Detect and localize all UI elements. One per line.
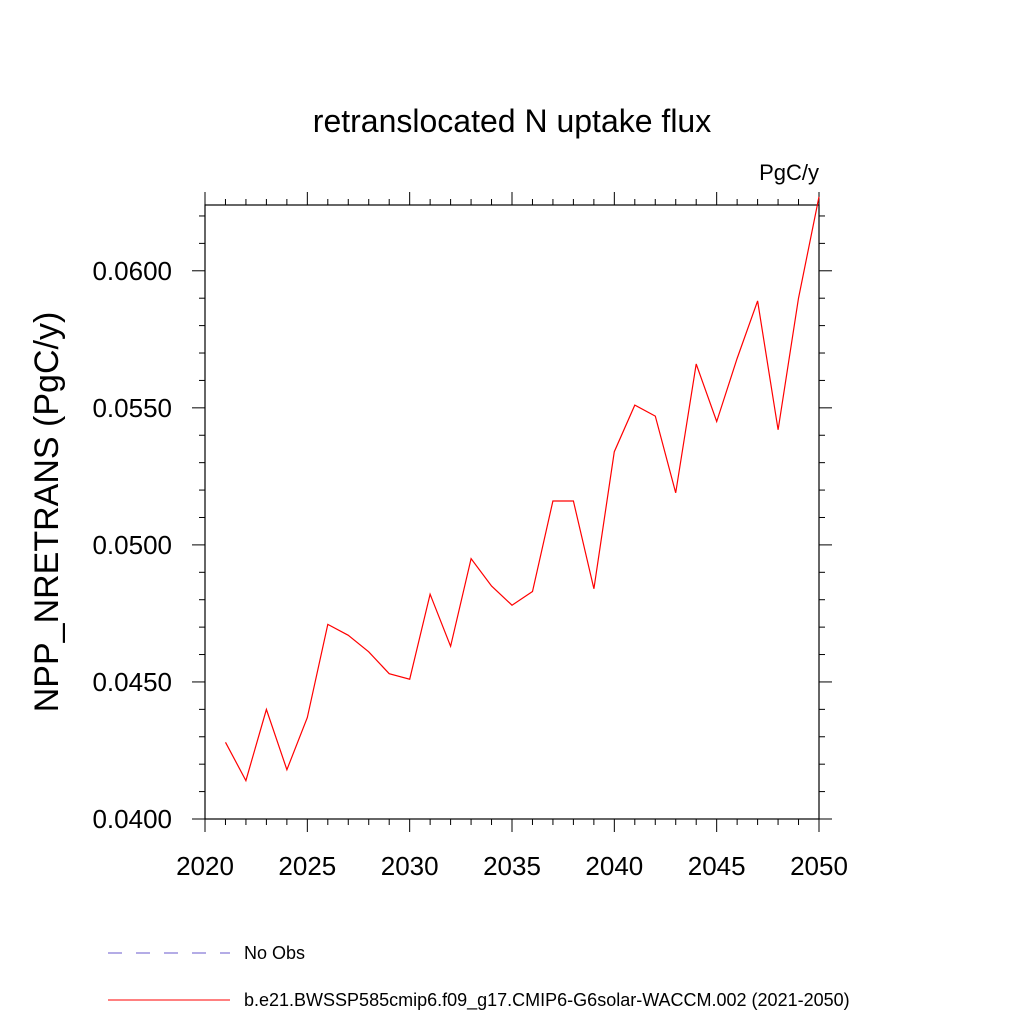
x-tick-label: 2020 bbox=[176, 851, 234, 881]
plot-frame bbox=[204, 204, 820, 820]
x-tick-label: 2025 bbox=[278, 851, 336, 881]
y-tick-label: 0.0500 bbox=[92, 530, 172, 560]
x-tick-label: 2050 bbox=[790, 851, 848, 881]
legend-label: No Obs bbox=[244, 943, 305, 963]
y-tick-label: 0.0550 bbox=[92, 393, 172, 423]
series-layer bbox=[224, 196, 820, 783]
y-tick-label: 0.0450 bbox=[92, 667, 172, 697]
axis-tick-labels: 2020 2025 2030 2035 2040 2045 2050 0.0400 0.0450… bbox=[92, 256, 847, 881]
x-tick-label: 2030 bbox=[381, 851, 439, 881]
x-tick-label: 2045 bbox=[688, 851, 746, 881]
chart-title: retranslocated N uptake flux bbox=[313, 103, 711, 139]
legend-label: b.e21.BWSSP585cmip6.f09_g17.CMIP6-G6sola… bbox=[244, 990, 850, 1011]
y-tick-label: 0.0600 bbox=[92, 256, 172, 286]
axis-ticks bbox=[192, 192, 832, 832]
legend: No Obs b.e21.BWSSP585cmip6.f09_g17.CMIP6-… bbox=[108, 943, 850, 1011]
series-line bbox=[224, 196, 820, 783]
y-axis-label: NPP_NRETRANS (PgC/y) bbox=[28, 312, 66, 713]
units-label: PgC/y bbox=[759, 160, 819, 185]
x-tick-label: 2040 bbox=[585, 851, 643, 881]
x-tick-label: 2035 bbox=[483, 851, 541, 881]
y-tick-label: 0.0400 bbox=[92, 804, 172, 834]
